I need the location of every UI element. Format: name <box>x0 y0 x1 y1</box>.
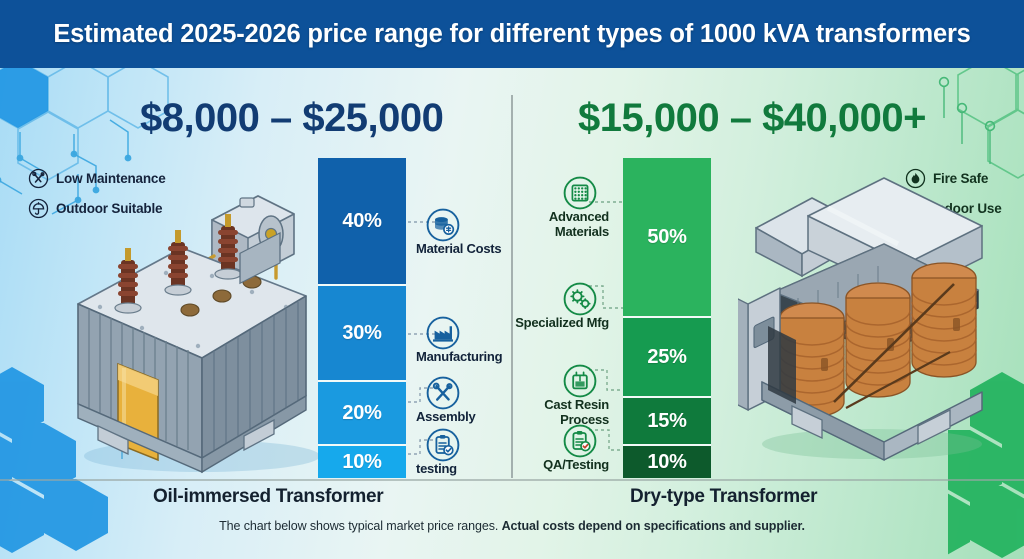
footer-bold-text: Actual costs depend on specifications an… <box>501 519 805 533</box>
segment-value: 10% <box>342 450 382 473</box>
callout-qa-testing: QA/Testing <box>493 424 611 473</box>
house-icon <box>907 201 924 216</box>
clipboard-check-icon <box>426 428 460 462</box>
bar-segment: 20% <box>318 382 406 446</box>
feature-indoor-use: Indoor Use <box>905 198 1002 219</box>
callout-label: Assembly <box>416 409 476 424</box>
price-range-right: $15,000 – $40,000+ <box>578 96 927 140</box>
flame-icon <box>905 168 926 189</box>
segment-value: 10% <box>647 450 687 473</box>
leader-lines-left <box>408 221 436 455</box>
callout-manufacturing: Manufacturing <box>414 316 532 365</box>
feature-label: Indoor Use <box>933 201 1002 216</box>
footer-normal-text: The chart below shows typical market pri… <box>219 519 502 533</box>
resin-tank-icon <box>563 364 597 398</box>
segment-value: 15% <box>647 409 687 432</box>
wrench-screwdriver-icon <box>28 168 49 189</box>
segment-value: 20% <box>342 401 382 424</box>
feature-low-maintenance: Low Maintenance <box>28 168 166 189</box>
mesh-grid-icon <box>563 176 597 210</box>
gears-icon <box>563 282 597 316</box>
header-bar: Estimated 2025-2026 price range for diff… <box>0 0 1024 68</box>
feature-outdoor-suitable: Outdoor Suitable <box>28 198 166 219</box>
callout-label: Cast Resin Process <box>544 397 609 427</box>
bar-segment: 15% <box>623 398 711 446</box>
callout-label: Specialized Mfg <box>515 315 609 330</box>
bar-segment: 40% <box>318 158 406 286</box>
feature-label: Outdoor Suitable <box>56 201 163 216</box>
bar-segment: 50% <box>623 158 711 318</box>
feature-label: Fire Safe <box>933 171 989 186</box>
umbrella-shield-icon <box>28 198 49 219</box>
infographic-canvas: $8,000 – $25,000 $15,000 – $40,000+ Low … <box>0 68 1024 559</box>
tools-wrench-icon <box>426 376 460 410</box>
callout-label: testing <box>416 461 457 476</box>
factory-icon <box>426 316 460 350</box>
callout-advanced-materials: Advanced Materials <box>493 176 611 239</box>
price-range-left: $8,000 – $25,000 <box>140 96 444 140</box>
caption-oil-immersed: Oil-immersed Transformer <box>153 486 384 507</box>
database-coins-icon <box>426 208 460 242</box>
bar-segment: 30% <box>318 286 406 382</box>
segment-value: 40% <box>342 209 382 232</box>
segment-value: 30% <box>342 321 382 344</box>
segment-value: 25% <box>647 345 687 368</box>
center-divider <box>511 95 513 478</box>
segment-value: 50% <box>647 225 687 248</box>
footer-note: The chart below shows typical market pri… <box>0 519 1024 533</box>
leader-lines-right <box>589 201 623 451</box>
callout-label: Manufacturing <box>416 349 503 364</box>
callout-cast-resin-process: Cast Resin Process <box>493 364 611 427</box>
page-title: Estimated 2025-2026 price range for diff… <box>53 19 971 48</box>
bar-segment: 10% <box>623 446 711 478</box>
bar-segment: 10% <box>318 446 406 478</box>
clipboard-check-icon <box>563 424 597 458</box>
callout-label: Advanced Materials <box>548 209 609 239</box>
bar-segment: 25% <box>623 318 711 398</box>
feature-label: Low Maintenance <box>56 171 166 186</box>
features-left: Low Maintenance Outdoor Suitable <box>28 168 166 228</box>
bar-stack-dry-type: 50% 25% 15% 10% <box>623 158 711 478</box>
callout-specialized-mfg: Specialized Mfg <box>493 282 611 331</box>
bar-stack-oil-immersed: 40% 30% 20% 10% <box>318 158 406 478</box>
callout-label: Material Costs <box>416 241 502 256</box>
callout-testing: testing <box>414 428 532 477</box>
features-right: Fire Safe Indoor Use <box>905 168 1002 228</box>
callout-material-costs: Material Costs <box>414 208 532 257</box>
feature-fire-safe: Fire Safe <box>905 168 1002 189</box>
caption-dry-type: Dry-type Transformer <box>630 486 818 507</box>
callout-label: QA/Testing <box>543 457 609 472</box>
callout-assembly: Assembly <box>414 376 532 425</box>
chart-baseline <box>0 479 1024 481</box>
